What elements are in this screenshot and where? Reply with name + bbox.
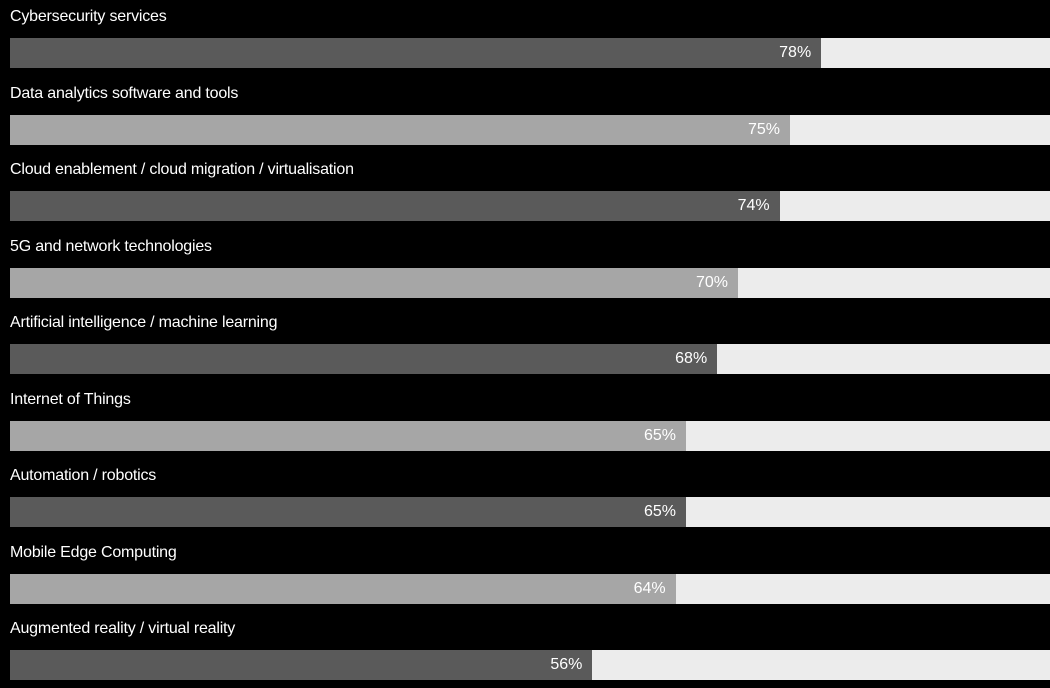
bar-row: Mobile Edge Computing 64% xyxy=(0,536,1050,612)
bar: 70% xyxy=(10,267,738,298)
bar-row: Artificial intelligence / machine learni… xyxy=(0,306,1050,382)
bar-row: Augmented reality / virtual reality 56% xyxy=(0,612,1050,688)
category-label: Automation / robotics xyxy=(10,467,157,484)
bar: 65% xyxy=(10,420,686,451)
bar-row: Internet of Things 65% xyxy=(0,383,1050,459)
bar-track: 68% xyxy=(10,344,1050,374)
bar-row: Data analytics software and tools 75% xyxy=(0,77,1050,153)
bar: 56% xyxy=(10,650,593,680)
value-label: 70% xyxy=(695,273,728,291)
value-label: 64% xyxy=(633,579,666,597)
category-label: Artificial intelligence / machine learni… xyxy=(10,314,278,331)
category-label: Data analytics software and tools xyxy=(10,84,239,102)
bar-track: 65% xyxy=(10,497,1050,527)
bar-row: Automation / robotics 65% xyxy=(0,459,1050,535)
bar-track: 70% xyxy=(10,267,1050,298)
category-label: 5G and network technologies xyxy=(10,237,212,255)
bar-row: 5G and network technologies 70% xyxy=(0,230,1050,306)
value-label: 78% xyxy=(779,44,812,61)
bar-track: 75% xyxy=(10,114,1050,145)
value-label: 56% xyxy=(550,656,583,673)
bar: 74% xyxy=(10,191,780,221)
value-label: 65% xyxy=(643,503,676,520)
category-label: Cybersecurity services xyxy=(10,8,167,25)
bar: 75% xyxy=(10,114,790,145)
bar-track: 64% xyxy=(10,573,1050,604)
bar: 68% xyxy=(10,344,718,374)
value-label: 65% xyxy=(643,426,676,444)
bar-row: Cybersecurity services 78% xyxy=(0,0,1050,76)
bar: 65% xyxy=(10,497,686,527)
bar-track: 74% xyxy=(10,191,1050,221)
bar-track: 65% xyxy=(10,420,1050,451)
category-label: Mobile Edge Computing xyxy=(10,543,177,561)
category-label: Internet of Things xyxy=(10,390,131,408)
value-label: 68% xyxy=(675,350,708,367)
value-label: 75% xyxy=(747,120,780,138)
category-label: Augmented reality / virtual reality xyxy=(10,620,236,637)
bar: 64% xyxy=(10,573,676,604)
bar-track: 56% xyxy=(10,650,1050,680)
bar: 78% xyxy=(10,38,822,68)
value-label: 74% xyxy=(737,197,770,214)
bar-track: 78% xyxy=(10,38,1050,68)
bar-row: Cloud enablement / cloud migration / vir… xyxy=(0,153,1050,229)
category-label: Cloud enablement / cloud migration / vir… xyxy=(10,161,354,178)
